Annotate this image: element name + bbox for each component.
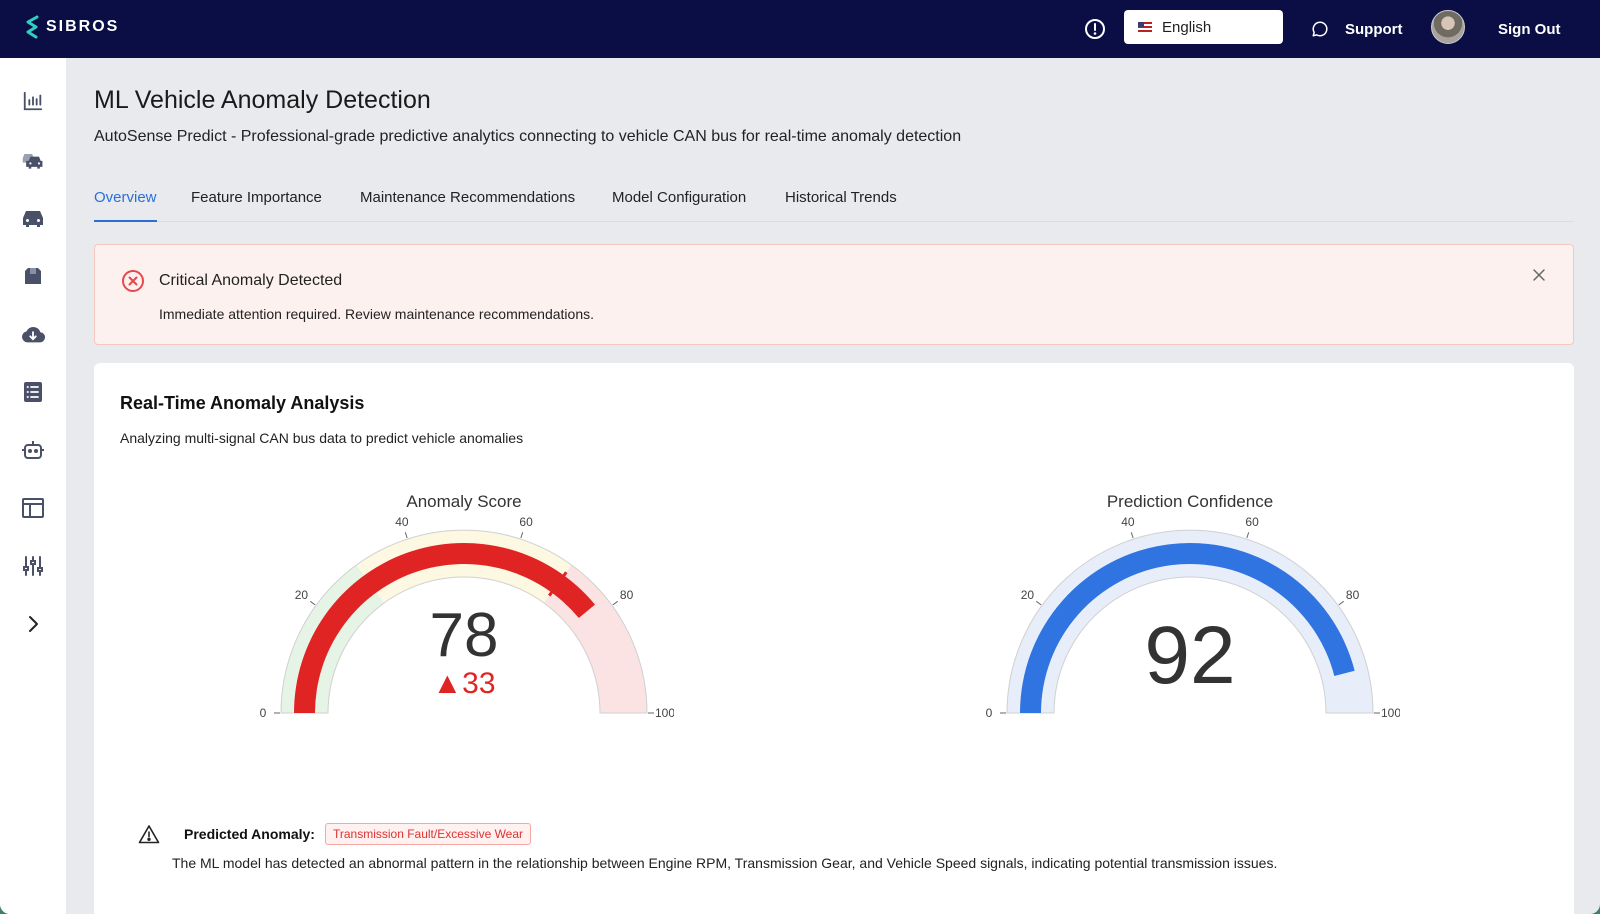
gauge-delta: ▲33 (432, 667, 495, 700)
gauge-tick (1246, 532, 1250, 539)
tab-model-configuration[interactable]: Model Configuration (612, 189, 747, 206)
gauge-tick (404, 532, 408, 539)
anomaly-score-gauge: 0 20 40 60 80 100 Anomaly Score 78▲33 (260, 492, 674, 720)
tab-overview[interactable]: Overview (94, 180, 157, 222)
card-title: Real-Time Anomaly Analysis (120, 393, 365, 413)
gauge-tick (1130, 532, 1134, 539)
vehicle-icon (23, 211, 43, 227)
gauge-outline (280, 529, 648, 714)
sibros-logo-icon (26, 15, 39, 39)
chat-bubble-icon (1312, 21, 1328, 37)
sidebar-item-automation[interactable] (21, 438, 45, 462)
gauge-tick-label: 100 (1381, 706, 1400, 720)
gauge-tick-label: 0 (986, 706, 993, 720)
fleet-icon (22, 154, 43, 169)
gauge-tick (1035, 600, 1042, 606)
gauge-tick-label: 80 (1346, 588, 1360, 602)
page-title: ML Vehicle Anomaly Detection (94, 86, 431, 114)
gauge-tick (612, 600, 619, 606)
sidebar-item-analytics[interactable] (21, 89, 45, 113)
gauge-tick-label: 20 (1021, 588, 1035, 602)
info-alert-icon[interactable] (1083, 17, 1107, 41)
checklist-icon (24, 382, 42, 402)
close-icon[interactable] (1531, 267, 1547, 283)
user-avatar[interactable] (1431, 10, 1465, 44)
predicted-anomaly-badge: Transmission Fault/Excessive Wear (324, 823, 532, 845)
sidebar-expand-button[interactable] (21, 612, 45, 636)
gauge-step-1 (356, 530, 572, 603)
error-circle-icon (122, 270, 144, 292)
top-bar: SIBROS English Support Sign Out (0, 0, 1600, 58)
layout-icon (22, 498, 44, 518)
language-selector[interactable]: English (1124, 10, 1283, 44)
gauge-tick-label: 80 (620, 588, 634, 602)
tab-feature-importance[interactable]: Feature Importance (191, 189, 322, 206)
sidebar-item-downloads[interactable] (21, 323, 45, 347)
gauge-threshold (548, 571, 568, 597)
card-subtitle: Analyzing multi-signal CAN bus data to p… (120, 430, 524, 446)
support-label: Support (1345, 20, 1403, 38)
gauge-tick (309, 600, 316, 606)
sidebar-item-vehicles[interactable] (21, 206, 45, 230)
sidebar-item-settings[interactable] (21, 554, 45, 578)
prediction-confidence-gauge: 0 20 40 60 80 100 Prediction Confidence 92 (986, 492, 1400, 720)
gauge-tick-label: 100 (655, 706, 674, 720)
anomaly-analysis-card: Real-Time Anomaly Analysis Analyzing mul… (94, 363, 1574, 914)
predicted-anomaly-description: The ML model has detected an abnormal pa… (172, 855, 1278, 871)
gauge-tick-label: 60 (519, 515, 533, 529)
us-flag-icon (1138, 22, 1152, 32)
gauge-tick-label: 60 (1245, 515, 1259, 529)
sidebar-item-dashboard[interactable] (21, 496, 45, 520)
tab-historical-trends[interactable]: Historical Trends (785, 189, 897, 206)
support-link[interactable]: Support (1311, 0, 1403, 58)
gauge-outline (1006, 529, 1374, 714)
sign-out-button[interactable]: Sign Out (1498, 0, 1561, 58)
gauge-value: 78 (430, 601, 499, 670)
gauge-tick (1338, 600, 1345, 606)
sliders-icon (23, 556, 43, 576)
cloud-download-icon (22, 326, 45, 343)
page-subtitle: AutoSense Predict - Professional-grade p… (94, 128, 962, 145)
alert-title: Critical Anomaly Detected (159, 272, 343, 289)
gauge-tick-label: 0 (260, 706, 267, 720)
sign-out-label: Sign Out (1498, 20, 1561, 38)
warning-triangle-icon (138, 825, 160, 844)
gauge-title: Prediction Confidence (1107, 492, 1273, 511)
gauge-value-bar (294, 543, 595, 713)
tab-maintenance-recommendations[interactable]: Maintenance Recommendations (360, 189, 576, 206)
sidebar-item-packages[interactable] (21, 264, 45, 288)
gauge-tick-label: 20 (295, 588, 309, 602)
predicted-anomaly-label: Predicted Anomaly: (184, 826, 315, 842)
predicted-anomaly-row: Predicted Anomaly: Transmission Fault/Ex… (138, 823, 532, 845)
sidebar-item-checklist[interactable] (21, 380, 45, 404)
gauge-tick-label: 40 (395, 515, 409, 529)
language-label: English (1162, 18, 1212, 36)
sidebar (0, 58, 66, 914)
tab-bar: Overview Feature Importance Maintenance … (94, 180, 1574, 222)
brand-name: SIBROS (46, 18, 120, 35)
gauge-tick (520, 532, 524, 539)
critical-alert: Critical Anomaly Detected Immediate atte… (94, 244, 1574, 345)
analytics-icon (23, 91, 43, 111)
package-icon (25, 268, 41, 284)
sidebar-item-fleet[interactable] (21, 148, 45, 172)
brand-logo[interactable]: SIBROS (24, 14, 119, 40)
gauge-tick-label: 40 (1121, 515, 1135, 529)
alert-message: Immediate attention required. Review mai… (159, 306, 595, 322)
gauge-value: 92 (1144, 610, 1235, 701)
robot-icon (22, 441, 44, 459)
chevron-right-icon (29, 616, 38, 632)
gauge-title: Anomaly Score (406, 492, 521, 511)
gauge-value-bar (1020, 542, 1355, 713)
